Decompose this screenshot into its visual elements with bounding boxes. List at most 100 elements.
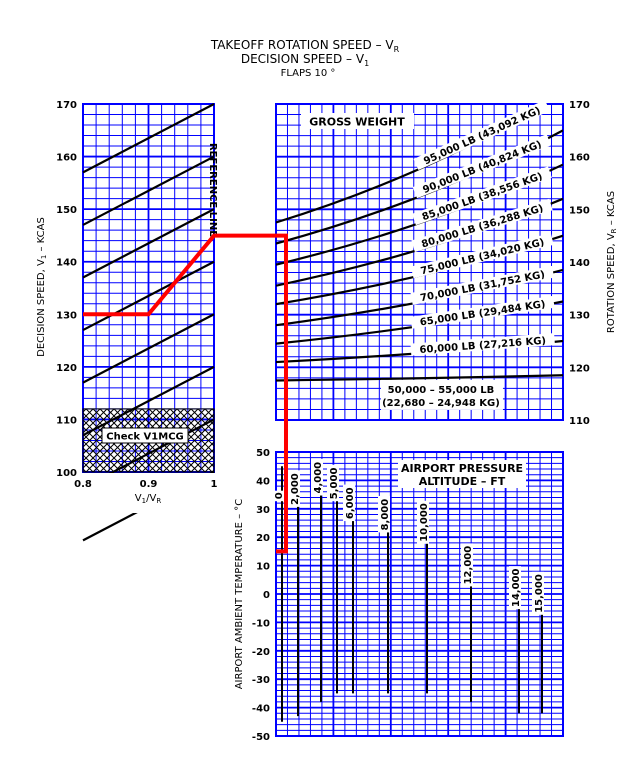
- altitude-label-group: 4,000: [311, 459, 324, 496]
- svg-text:TAKEOFF ROTATION SPEED – VR: TAKEOFF ROTATION SPEED – VR: [210, 38, 400, 54]
- ratio-guide-line: [82, 103, 215, 174]
- altitude-label-bg: [461, 543, 473, 587]
- hatch-line: [197, 408, 214, 426]
- weight-curve: [276, 374, 563, 382]
- weight-label-group: 90,000 LB (40,824 KG): [412, 134, 552, 199]
- temperature-tick-label: -30: [252, 675, 270, 686]
- ratio-guide-line: [82, 260, 215, 332]
- hatch-line: [226, 409, 289, 472]
- altitude-label-bg: [509, 566, 521, 610]
- hatch-line: [176, 408, 214, 447]
- title-line3: FLAPS 10 °: [281, 68, 336, 79]
- ratio-tick-label: 0.8: [74, 479, 92, 490]
- temperature-tick-label: 30: [256, 505, 270, 516]
- altitude-label-group: 5,000: [327, 464, 340, 502]
- weight-label-box: [380, 379, 503, 410]
- altitude-title-line2: ALTITUDE – FT: [419, 475, 506, 488]
- altitude-label: 15,000: [534, 574, 545, 613]
- temperature-tick-label: -50: [252, 732, 270, 743]
- gross-weight-title-box: [301, 113, 414, 129]
- ratio-guide-line: [82, 313, 215, 384]
- altitude-label-bg: [288, 470, 300, 507]
- weight-label-bg: [412, 134, 552, 199]
- hatch-line: [240, 409, 303, 472]
- hatch-line: [183, 441, 214, 472]
- weight-label: 50,000 – 55,000 LB: [388, 385, 495, 396]
- weight-label-bg: [410, 333, 555, 356]
- svg-text:DECISION SPEED – V1: DECISION SPEED – V1: [241, 52, 369, 68]
- grid-lines: [82, 103, 564, 737]
- example-red-path: [83, 233, 288, 554]
- ratio-guide-line: [82, 155, 215, 226]
- altitude-label-group: 2,000: [288, 470, 301, 507]
- hatch-line: [190, 448, 214, 472]
- altitude-label-group: 15,000: [532, 571, 545, 615]
- vr-tick-label: 110: [569, 416, 590, 427]
- weight-label-bg: [411, 166, 552, 226]
- altitude-label: 4,000: [313, 462, 324, 494]
- altitude-label-group: 14,000: [509, 566, 522, 610]
- title-line2: DECISION SPEED – V: [241, 52, 365, 66]
- title-line2-sub: 1: [364, 59, 369, 68]
- weight-label-bg: [410, 233, 554, 279]
- vr-tick-label: 140: [569, 258, 590, 269]
- v1-tick-label: 120: [56, 363, 77, 374]
- hatch-line: [219, 409, 282, 472]
- altitude-title-box: [398, 460, 526, 488]
- v1-axis-title: DECISION SPEED, V1 – KCAS: [36, 217, 48, 357]
- altitude-label: 10,000: [419, 503, 430, 542]
- temperature-tick-label: -20: [252, 647, 270, 658]
- altitude-label: 0: [274, 492, 285, 499]
- altitude-label-bg: [311, 459, 323, 496]
- hatch-line: [162, 408, 214, 461]
- v1-tick-label: 140: [56, 258, 77, 269]
- altitude-label-group: 12,000: [461, 543, 474, 587]
- v1-tick-label: 100: [56, 468, 77, 479]
- title-line1: TAKEOFF ROTATION SPEED – V: [210, 38, 395, 52]
- hatch-line: [211, 408, 214, 412]
- altitude-label-group: 8,000: [378, 495, 391, 533]
- hatch-label-box: [101, 427, 189, 444]
- v1-tick-label: 170: [56, 100, 77, 111]
- ratio-tick-label: 0.9: [140, 479, 158, 490]
- altitude-label-bg: [343, 484, 355, 522]
- temperature-tick-label: 10: [256, 562, 270, 573]
- temperature-tick-label: -10: [252, 618, 270, 629]
- v1-tick-label: 160: [56, 153, 77, 164]
- altitude-label-bg: [417, 500, 429, 544]
- weight-label-bg: [411, 198, 553, 252]
- v1-tick-label: 110: [56, 415, 77, 426]
- hatch-line: [247, 409, 310, 472]
- v1-tick-label: 150: [56, 205, 77, 216]
- vr-tick-label: 160: [569, 153, 590, 164]
- hatch-line: [183, 408, 214, 440]
- hatch-line: [247, 409, 310, 472]
- hatch-line: [219, 409, 282, 472]
- v1-tick-label: 130: [56, 310, 77, 321]
- hatch-line: [190, 408, 214, 433]
- hatch-line: [240, 409, 303, 472]
- altitude-label: 12,000: [463, 546, 474, 585]
- reference-line-label: REFERENCE LINE: [207, 143, 218, 237]
- hatch-line: [197, 455, 214, 472]
- vr-tick-label: 170: [569, 100, 590, 111]
- hatch-border: [82, 408, 215, 473]
- hatch-line: [169, 408, 214, 454]
- temperature-tick-label: 40: [256, 476, 270, 487]
- weight-label-kg: (22,680 – 24,948 KG): [382, 398, 500, 409]
- vr-axis-title: ROTATION SPEED, VR – KCAS: [606, 191, 618, 333]
- ratio-guide-line: [82, 208, 215, 279]
- altitude-label: 5,000: [329, 468, 340, 500]
- altitude-label-group: 10,000: [417, 500, 430, 544]
- altitude-label: 8,000: [380, 499, 391, 531]
- altitude-label-bg: [532, 571, 544, 615]
- hatch-label: Check V1MCG: [106, 432, 184, 443]
- altitude-label-bg: [378, 495, 390, 533]
- altitude-label-bg: [272, 490, 284, 502]
- altitude-title-line1: AIRPORT PRESSURE: [401, 462, 523, 475]
- altitude-label: 2,000: [290, 473, 301, 505]
- ratio-axis-title: V1/VR: [135, 493, 162, 505]
- weight-label-bg: [410, 265, 555, 305]
- title-line1-sub: R: [394, 45, 400, 54]
